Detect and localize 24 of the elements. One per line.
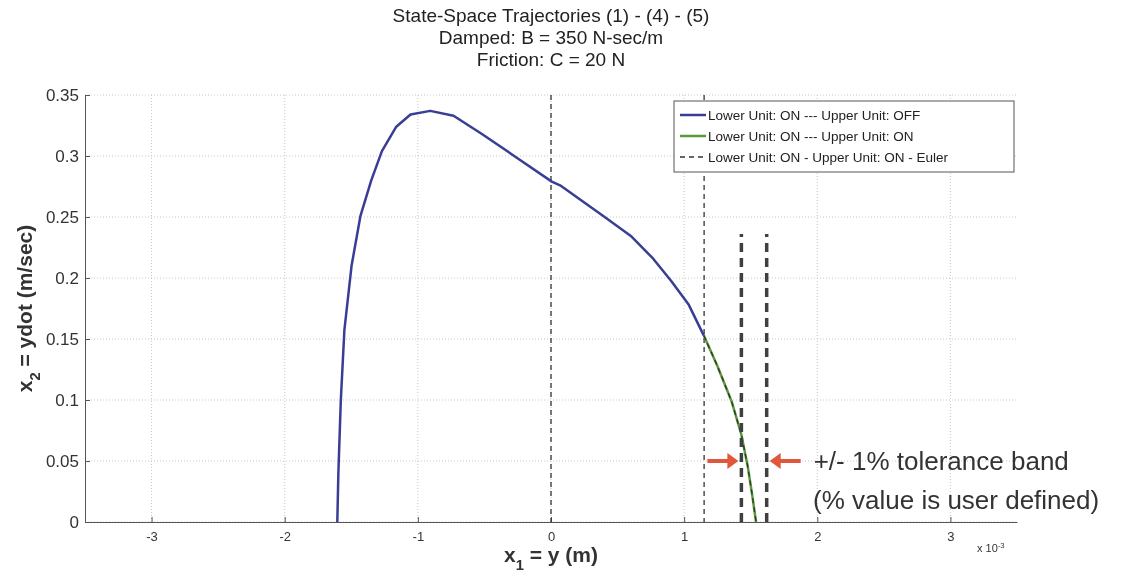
legend-label: Lower Unit: ON --- Upper Unit: ON <box>708 129 914 144</box>
chart-title: State-Space Trajectories (1) - (4) - (5) <box>392 5 710 26</box>
annotation: +/- 1% tolerance band <box>813 446 1069 476</box>
x-tick-label: -1 <box>412 529 425 545</box>
y-tick-label: 0.25 <box>45 207 79 227</box>
y-tick-label: 0.3 <box>55 146 79 166</box>
y-tick-label: 0.35 <box>45 85 79 105</box>
legend-label: Lower Unit: ON - Upper Unit: ON - Euler <box>708 150 949 165</box>
y-tick-label: 0.1 <box>55 390 79 410</box>
y-tick-label: 0.15 <box>45 329 79 349</box>
annotation: (% value is user defined) <box>813 485 1100 515</box>
x-tick-label: 3 <box>947 529 955 545</box>
x-tick-label: 1 <box>681 529 689 545</box>
x-axis-title: x$_{1}$ = y (m) <box>504 543 598 573</box>
text: x 10$^{-3}$ <box>977 540 1005 554</box>
chart-subtitle: Damped: B = 350 N-sec/m Friction: C = 20 N <box>438 27 664 70</box>
x-tick-label: -2 <box>279 529 291 545</box>
x-tick-label: -3 <box>146 529 158 545</box>
y-tick-label: 0.2 <box>55 268 79 288</box>
y-tick-label: 0 <box>69 512 79 532</box>
x-tick-label: 0 <box>547 529 556 545</box>
legend-label: Lower Unit: ON --- Upper Unit: OFF <box>708 108 921 123</box>
y-tick-label: 0.05 <box>45 451 79 471</box>
x-tick-label: 2 <box>814 529 822 545</box>
